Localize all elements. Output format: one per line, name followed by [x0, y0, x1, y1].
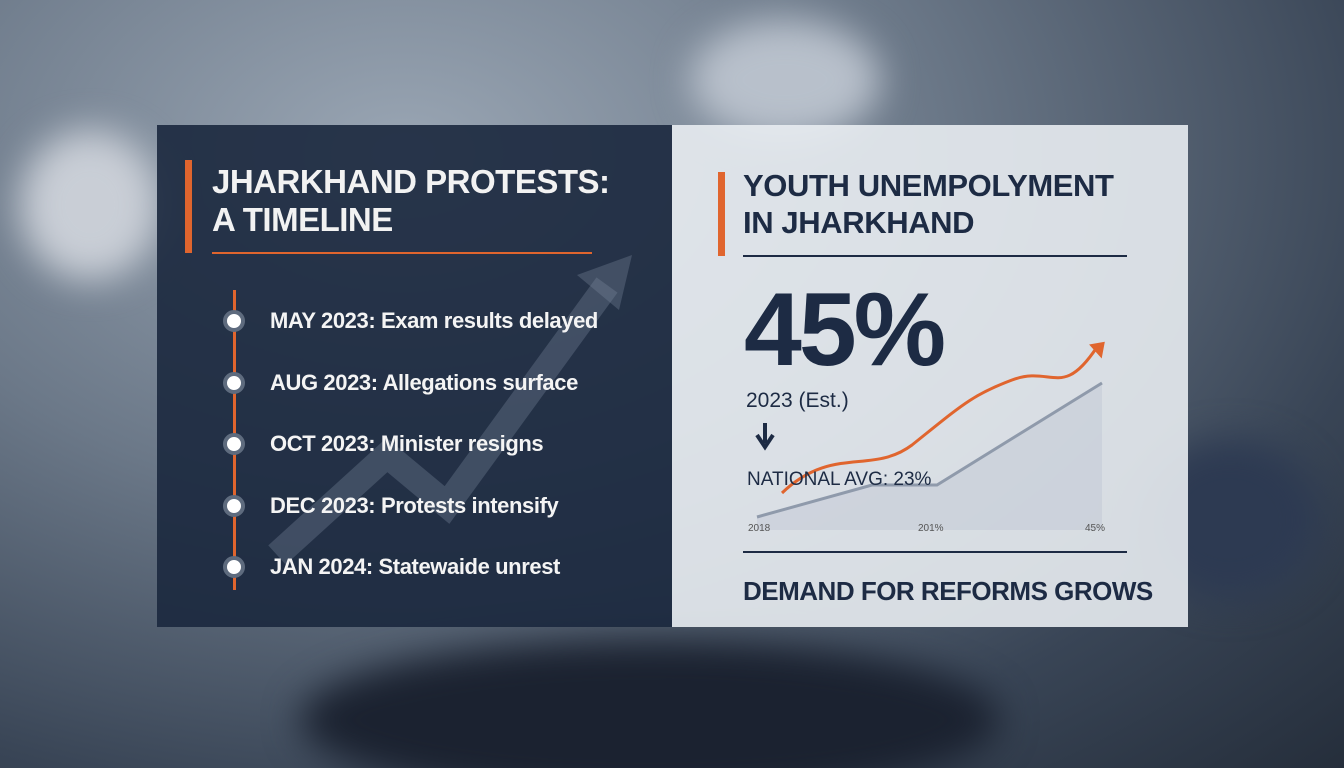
timeline-dot	[223, 494, 245, 517]
axis-label: 45%	[1085, 523, 1106, 534]
accent-bar	[185, 160, 192, 253]
timeline-dot	[223, 556, 245, 578]
stats-panel: YOUTH UNEMPOLYMENT IN JHARKHAND 45% 2023…	[672, 125, 1188, 627]
bg-arrow	[268, 255, 632, 565]
timeline-dot	[223, 371, 245, 394]
accent-bar	[718, 172, 725, 256]
timeline-dot	[223, 310, 245, 332]
trend-graphic	[755, 341, 1105, 530]
timeline-event: JAN 2024: Statewaide unrest	[270, 554, 560, 579]
figure-note: 2023 (Est.)	[746, 389, 849, 412]
title-line: YOUTH UNEMPOLYMENT	[743, 168, 1114, 203]
timeline-panel: JHARKHAND PROTESTS: A TIMELINE MAY 2023:…	[157, 125, 672, 627]
timeline-event: OCT 2023: Minister resigns	[270, 431, 544, 456]
footer-rule	[743, 551, 1127, 553]
timeline-event: DEC 2023: Protests intensify	[270, 492, 559, 518]
axis-label: 2018	[748, 523, 771, 534]
timeline-event: MAY 2023: Exam results delayed	[270, 308, 598, 333]
bg-sign	[20, 130, 160, 280]
bg-crowd	[300, 640, 1000, 768]
timeline-event: AUG 2023: Allegations surface	[270, 369, 578, 395]
title-rule	[212, 252, 592, 254]
bg-sign	[690, 20, 880, 140]
timeline-dot	[223, 433, 245, 455]
comparison: NATIONAL AVG: 23%	[747, 469, 932, 490]
title-line: A TIMELINE	[212, 201, 393, 238]
title-rule	[743, 255, 1127, 257]
big-figure: 45%	[744, 272, 946, 388]
footer: DEMAND FOR REFORMS GROWS	[743, 576, 1153, 606]
title-line: JHARKHAND PROTESTS:	[212, 163, 610, 200]
title-line: IN JHARKHAND	[743, 205, 975, 240]
axis-label: 201%	[918, 523, 944, 534]
